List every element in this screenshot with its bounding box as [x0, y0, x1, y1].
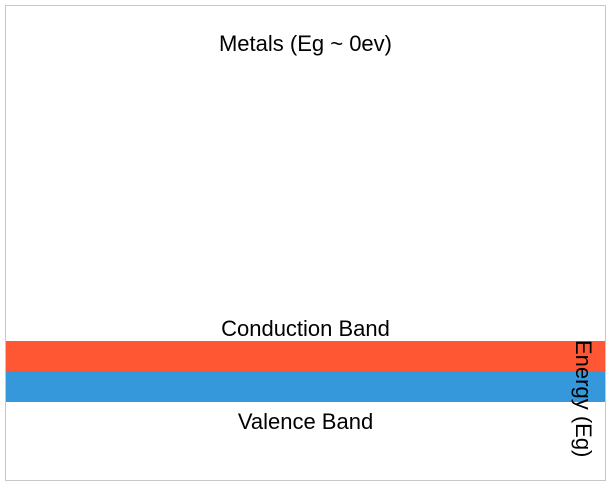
- valence-band: [6, 371, 605, 402]
- conduction-band: [6, 341, 605, 371]
- diagram-frame: Metals (Eg ~ 0ev) Conduction Band Valenc…: [5, 5, 606, 481]
- diagram-title: Metals (Eg ~ 0ev): [218, 31, 392, 56]
- valence-band-label: Valence Band: [237, 409, 374, 434]
- conduction-band-label: Conduction Band: [221, 316, 390, 341]
- energy-axis-label: Energy (Eg): [571, 340, 596, 458]
